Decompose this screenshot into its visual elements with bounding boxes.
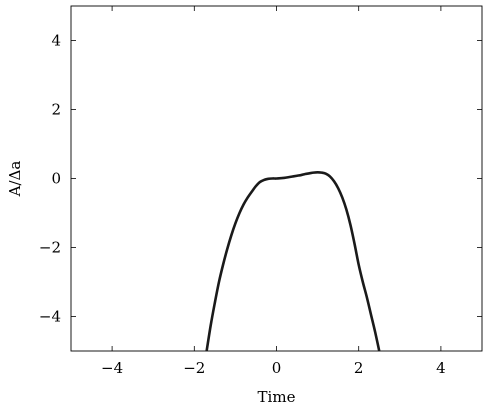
x-tick-label: −2 [183, 359, 205, 377]
tick-marks [71, 6, 482, 351]
series-line [205, 170, 381, 352]
x-tick-label: 0 [272, 359, 282, 377]
y-tick-label: −4 [39, 308, 61, 326]
y-tick-label: 4 [51, 32, 61, 50]
y-tick-label: 0 [51, 170, 61, 188]
y-tick-label: 2 [51, 101, 61, 119]
x-tick-label: 2 [354, 359, 364, 377]
x-axis-label: Time [258, 388, 296, 406]
series-layer [205, 170, 381, 352]
x-tick-label: −4 [101, 359, 123, 377]
tick-labels: −4 −2 0 2 4 −4 −2 0 2 4 [39, 32, 446, 378]
y-axis-label: A/Δa [6, 161, 24, 198]
x-tick-label: 4 [436, 359, 446, 377]
y-tick-label: −2 [39, 239, 61, 257]
